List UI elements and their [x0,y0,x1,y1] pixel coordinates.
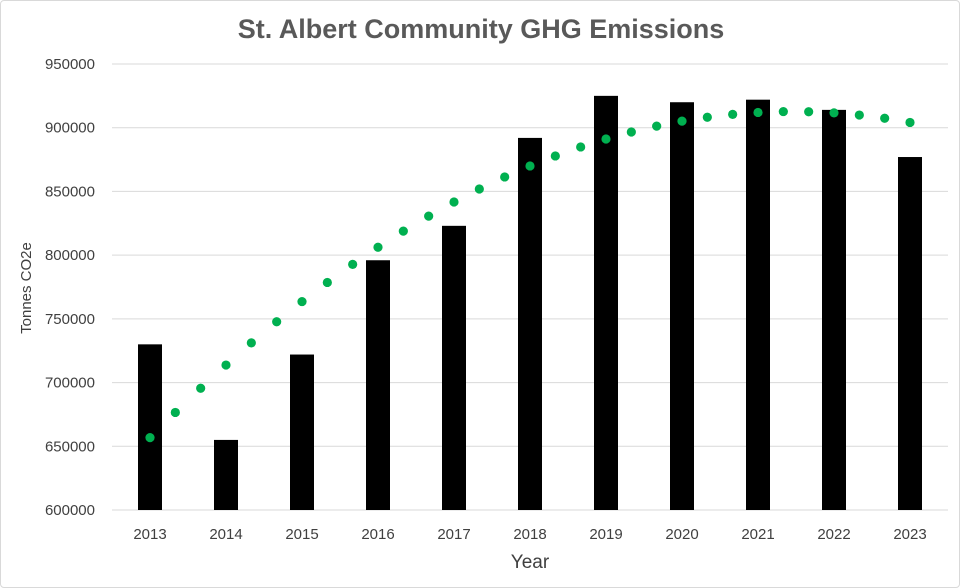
x-tick-label: 2015 [285,526,318,543]
x-tick-label: 2023 [893,526,926,543]
trendline-dot [778,106,788,117]
bar-2022 [822,109,846,511]
y-tick-label: 800000 [45,247,95,264]
trendline-dot [196,383,206,393]
x-tick-label: 2018 [513,526,546,543]
y-tick-label: 850000 [45,183,95,200]
x-tick-label: 2020 [665,526,698,543]
y-tick-label: 900000 [45,120,95,137]
trendline-dot [272,317,282,327]
trendline-dot [905,117,915,128]
trendline-dot [652,121,662,131]
trendline-dot [702,112,712,122]
bar-2017 [442,225,466,510]
trendline-dot [474,184,484,194]
trendline-dot [525,161,535,171]
y-tick-label: 600000 [45,502,95,519]
x-tick-label: 2021 [741,526,774,543]
trendline-dot [829,108,839,118]
trendline-dot [297,296,307,307]
y-axis-label: Tonnes CO2e [18,242,35,334]
trendline-dot [170,407,180,418]
y-tick-label: 950000 [45,56,95,73]
trendline-dot [576,142,586,152]
trendline-dot [550,151,560,161]
trendline-dot [500,172,510,182]
x-axis-label: Year [511,552,550,573]
trendline-dot [677,116,687,126]
x-tick-label: 2017 [437,526,470,543]
bars [138,95,922,511]
x-tick-label: 2014 [209,526,242,543]
trendline-dot [348,259,358,269]
x-tick-label: 2013 [133,526,166,543]
trendline-dot [398,226,408,236]
trendline-dot [246,338,256,348]
bar-2020 [670,102,694,510]
trendline-dot [322,277,332,288]
y-tick-label: 650000 [45,438,95,455]
chart-title: St. Albert Community GHG Emissions [238,14,725,44]
trendline-dot [221,360,231,370]
trendline-dot [449,197,459,207]
bar-2013 [138,344,162,510]
trendline-dot [804,107,814,117]
y-tick-label: 750000 [45,311,95,328]
bar-2014 [214,439,238,510]
bar-2018 [518,137,542,510]
trendline-dot [880,113,890,123]
bar-2021 [746,99,770,511]
trendline-dot [145,433,155,443]
bar-2019 [594,95,618,510]
trendline-dot [373,242,383,252]
x-tick-label: 2019 [589,526,622,543]
bar-2023 [898,157,922,510]
bar-2016 [366,260,390,510]
trendline-dot [626,127,636,137]
trendline [145,106,915,443]
x-tick-label: 2022 [817,526,850,543]
trendline-dot [854,110,864,120]
y-tick-label: 700000 [45,375,95,392]
trendline-dot [728,109,738,119]
trendline-dot [424,211,434,221]
trendline-dot [753,107,763,118]
bar-2015 [290,354,314,510]
trendline-dot [601,134,611,144]
x-axis-ticks: 2013 2014 2015 2016 2017 2018 2019 2020 2021 2022… [133,526,926,543]
x-tick-label: 2016 [361,526,394,543]
y-axis-ticks: 600000 650000 700000 750000 800000 850000 9000… [45,56,95,519]
